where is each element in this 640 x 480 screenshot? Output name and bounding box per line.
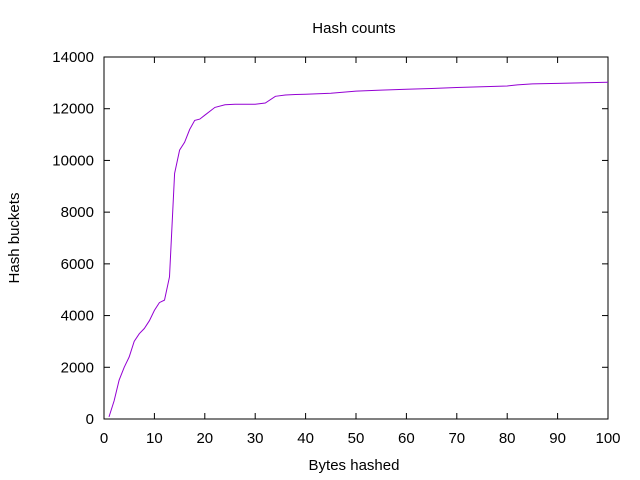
y-tick-label: 0	[86, 411, 94, 428]
x-tick-label: 90	[549, 430, 566, 447]
x-tick-label: 80	[499, 430, 516, 447]
chart-title: Hash counts	[312, 20, 395, 37]
x-axis-label: Bytes hashed	[309, 457, 400, 474]
y-tick-label: 4000	[61, 308, 94, 325]
y-axis: 0 2000 4000 6000 8000 10000 12000 14000	[52, 49, 608, 428]
x-tick-label: 50	[348, 430, 365, 447]
x-axis: 0 10 20 30 40 50 60 70 80 90 100	[100, 57, 621, 447]
plot-frame	[103, 56, 609, 420]
x-tick-label: 40	[297, 430, 314, 447]
y-tick-label: 14000	[52, 49, 94, 66]
x-tick-label: 100	[595, 430, 620, 447]
x-tick-label: 60	[398, 430, 415, 447]
y-tick-label: 8000	[61, 204, 94, 221]
x-tick-label: 0	[100, 430, 108, 447]
x-tick-label: 10	[146, 430, 163, 447]
x-tick-label: 30	[247, 430, 264, 447]
y-tick-label: 6000	[61, 256, 94, 273]
y-axis-label: Hash buckets	[6, 193, 23, 284]
series-line	[108, 81, 609, 418]
y-tick-label: 10000	[52, 152, 94, 169]
x-tick-label: 20	[196, 430, 213, 447]
y-tick-label: 2000	[61, 359, 94, 376]
y-tick-label: 12000	[52, 101, 94, 118]
x-tick-label: 70	[448, 430, 465, 447]
